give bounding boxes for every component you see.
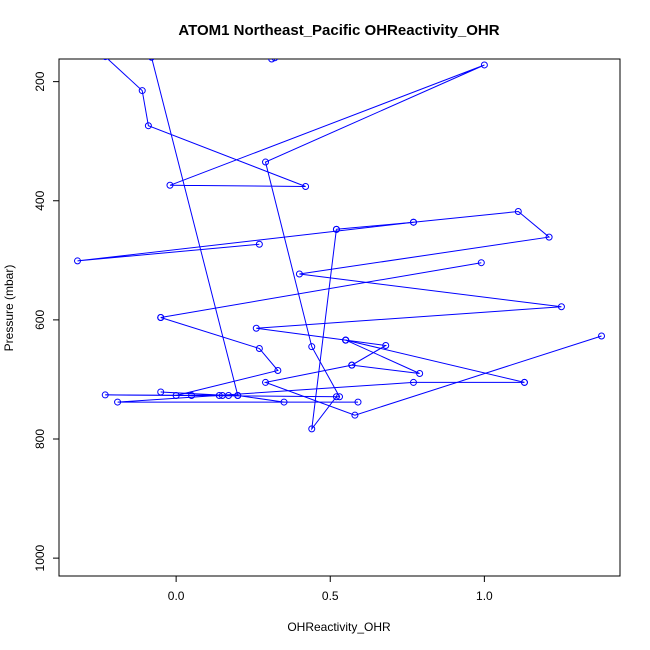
- series-3: [73, 207, 565, 386]
- data-point: [157, 388, 165, 396]
- data-point: [514, 207, 522, 215]
- series-line: [311, 229, 337, 431]
- data-point: [73, 257, 81, 265]
- data-point: [252, 324, 260, 332]
- series-line: [117, 317, 525, 403]
- data-point: [268, 59, 276, 63]
- data-point: [262, 378, 270, 386]
- x-tick-label: 1.0: [476, 589, 493, 603]
- series-line: [105, 59, 485, 398]
- data-point: [302, 182, 310, 190]
- series-9: [308, 225, 340, 433]
- data-point: [255, 240, 263, 248]
- series-line: [160, 262, 482, 318]
- data-point: [308, 343, 316, 351]
- y-axis: 200 400 600 800 1000: [33, 71, 59, 571]
- data-point: [348, 361, 356, 369]
- x-axis: 0.0 0.5 1.0: [168, 576, 493, 603]
- data-point: [138, 87, 146, 95]
- data-point: [295, 270, 303, 278]
- series-2: [268, 59, 279, 63]
- series-line: [336, 221, 414, 230]
- data-point: [545, 233, 553, 241]
- y-tick-label: 1000: [33, 544, 47, 571]
- y-tick-label: 800: [33, 429, 47, 449]
- data-point: [157, 314, 165, 321]
- data-point: [382, 341, 390, 349]
- series-line: [77, 210, 562, 383]
- data-point: [477, 259, 485, 267]
- data-point: [332, 225, 340, 233]
- data-point: [144, 122, 152, 130]
- data-point: [274, 367, 282, 375]
- data-point: [255, 344, 263, 352]
- data-point: [351, 411, 359, 419]
- x-tick-label: 0.0: [168, 589, 185, 603]
- data-point: [598, 332, 606, 340]
- data-point: [336, 393, 343, 401]
- data-point: [557, 303, 565, 311]
- data-point: [114, 398, 122, 406]
- data-point: [409, 218, 417, 226]
- data-point: [480, 61, 488, 69]
- series-4: [157, 259, 485, 321]
- chart-title: ATOM1 Northeast_Pacific OHReactivity_OHR: [178, 22, 499, 39]
- data-point: [262, 158, 270, 166]
- y-tick-label: 200: [33, 71, 47, 91]
- data-point: [416, 369, 424, 377]
- series-5: [114, 314, 528, 406]
- data-point: [101, 391, 109, 399]
- series-line: [263, 335, 602, 416]
- series-1: [101, 59, 488, 401]
- x-tick-label: 0.5: [322, 589, 339, 603]
- data-point: [188, 392, 196, 400]
- data-point: [172, 392, 180, 400]
- series-6: [262, 332, 606, 419]
- data-point: [215, 392, 223, 400]
- data-point: [409, 378, 417, 386]
- data-point: [354, 398, 362, 406]
- data-point: [166, 181, 174, 189]
- series-line: [345, 339, 420, 374]
- x-axis-label: OHReactivity_OHR: [287, 620, 391, 634]
- data-point: [234, 392, 242, 400]
- data-point: [520, 378, 528, 386]
- data-point: [271, 59, 279, 62]
- y-tick-label: 400: [33, 190, 47, 210]
- series-layer: [73, 59, 606, 433]
- data-point: [332, 393, 340, 401]
- plot-area-frame: [58, 58, 621, 577]
- data-point: [148, 59, 155, 61]
- data-point: [342, 336, 350, 344]
- y-tick-label: 600: [33, 310, 47, 330]
- data-point: [280, 398, 288, 406]
- data-point: [308, 425, 316, 433]
- data-point: [102, 59, 108, 61]
- y-axis-label: Pressure (mbar): [2, 265, 16, 352]
- series-7: [342, 336, 424, 377]
